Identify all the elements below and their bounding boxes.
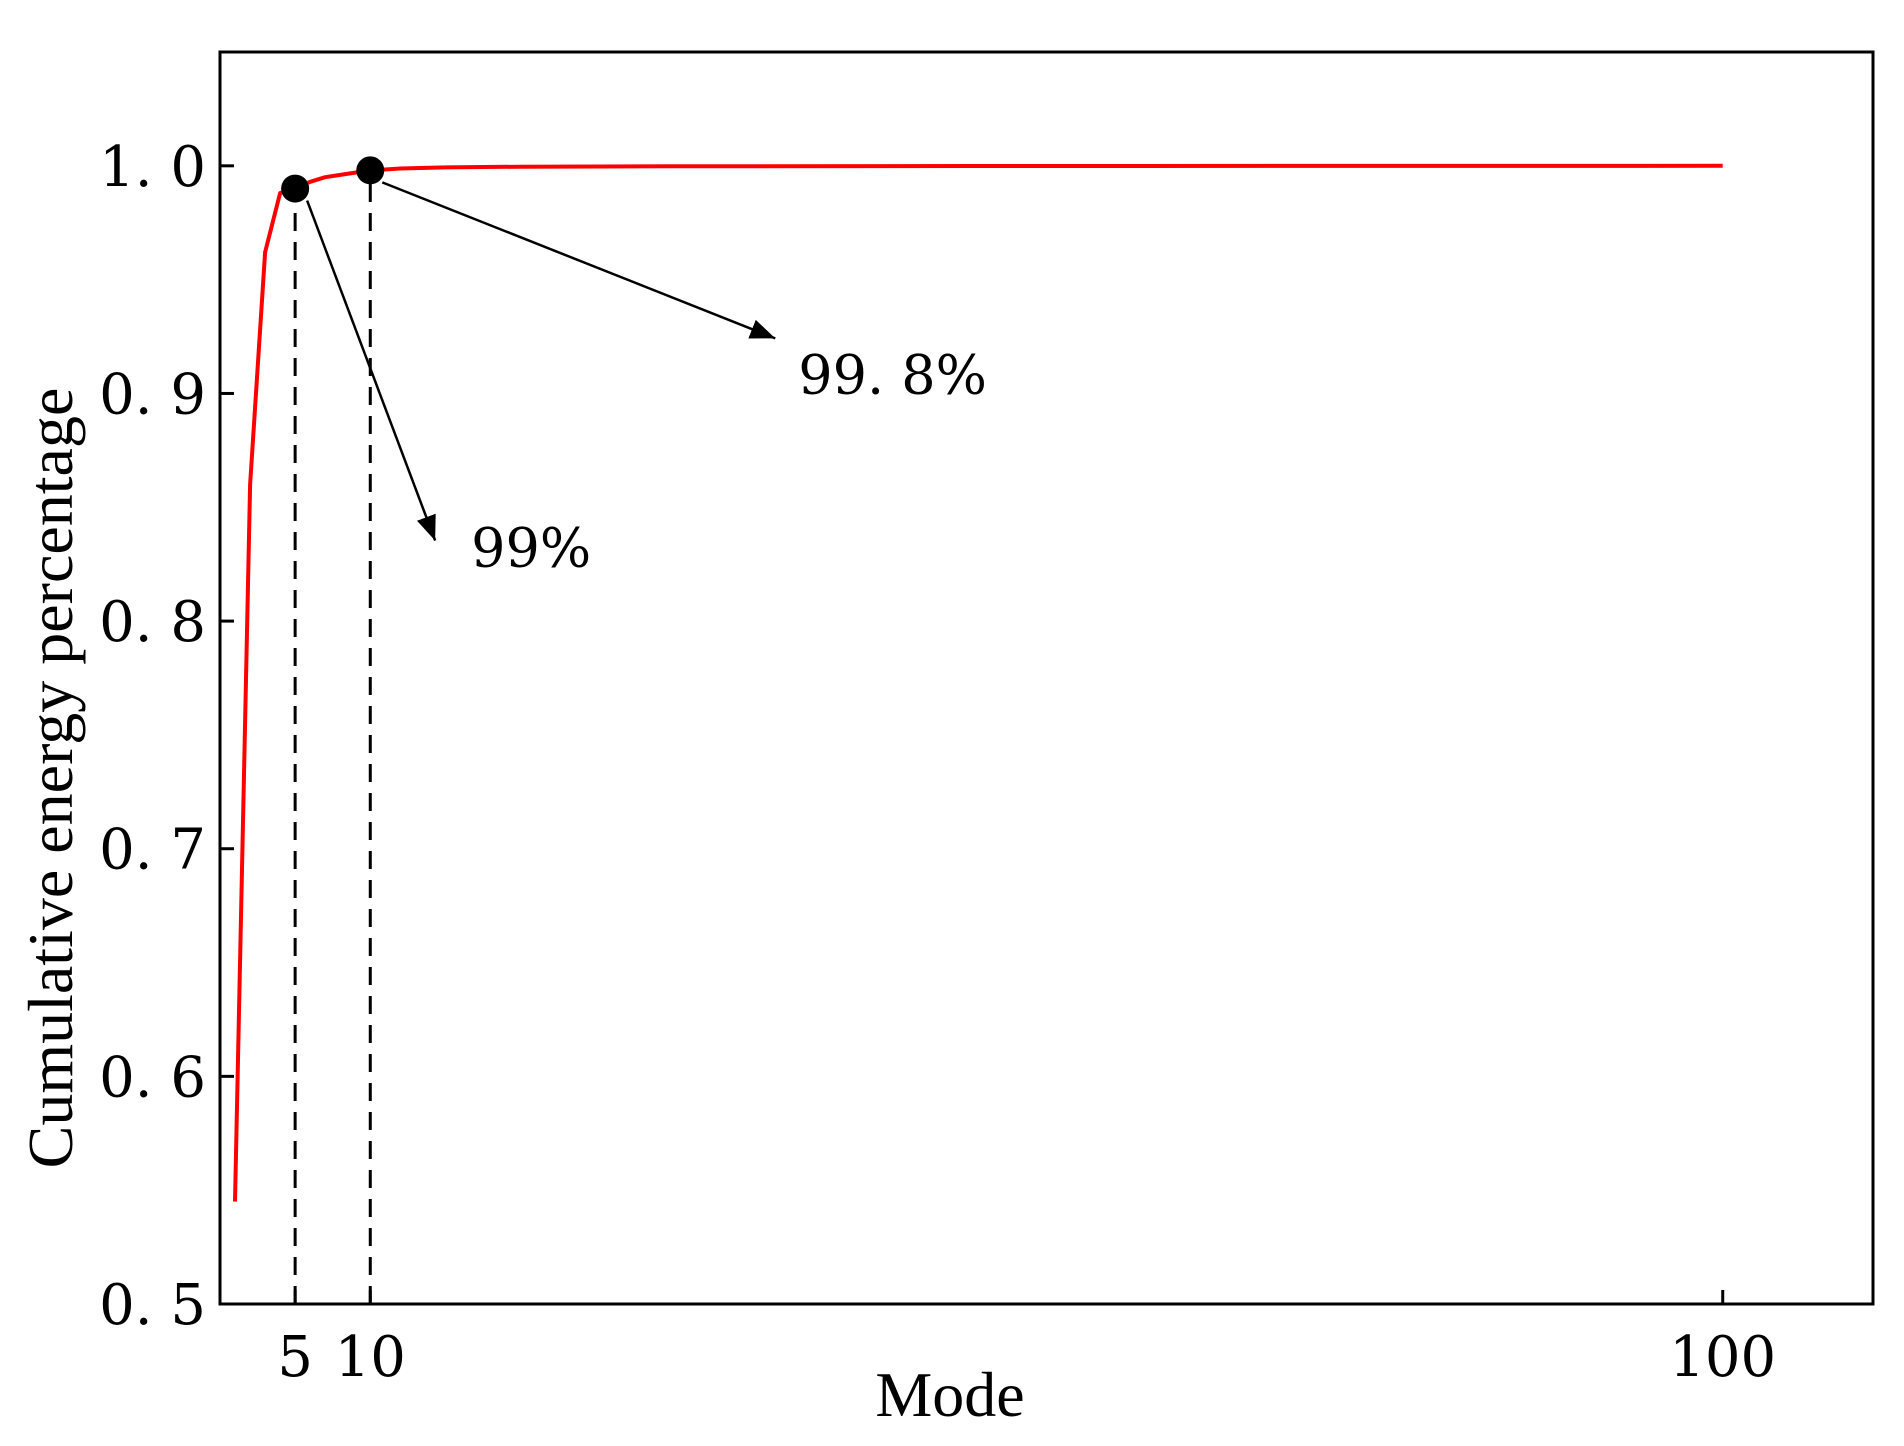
annotation-arrow [305, 200, 437, 542]
y-axis: 0. 5 0. 6 0. 7 0. 8 0. 9 1. 0 [99, 135, 234, 1338]
y-tick-label: 1. 0 [99, 135, 206, 200]
annotation-label: 99% [471, 517, 591, 580]
guide-lines [293, 170, 372, 1304]
data-point-marker [356, 156, 385, 185]
x-tick-label: 10 [335, 1325, 406, 1390]
plot-frame [218, 50, 1875, 1306]
y-tick-label: 0. 6 [99, 1045, 206, 1110]
annotation-label: 99. 8% [798, 343, 987, 406]
y-tick-label: 0. 7 [99, 818, 206, 883]
y-tick-label: 0. 5 [99, 1273, 206, 1338]
x-tick-label: 100 [1669, 1325, 1776, 1390]
y-tick-label: 0. 9 [99, 362, 206, 427]
annotations: 99% 99. 8% [281, 156, 987, 580]
x-axis: 5 10 100 [277, 1290, 1776, 1390]
x-axis-title: Mode [875, 1359, 1024, 1430]
series-line [233, 163, 1723, 1202]
y-tick-label: 0. 8 [99, 590, 206, 655]
x-tick-label: 5 [277, 1325, 313, 1390]
series-layer [233, 163, 1723, 1202]
data-point-marker [281, 174, 310, 203]
y-axis-title: Cumulative energy percentage [15, 388, 86, 1169]
annotation-arrow [381, 181, 776, 340]
